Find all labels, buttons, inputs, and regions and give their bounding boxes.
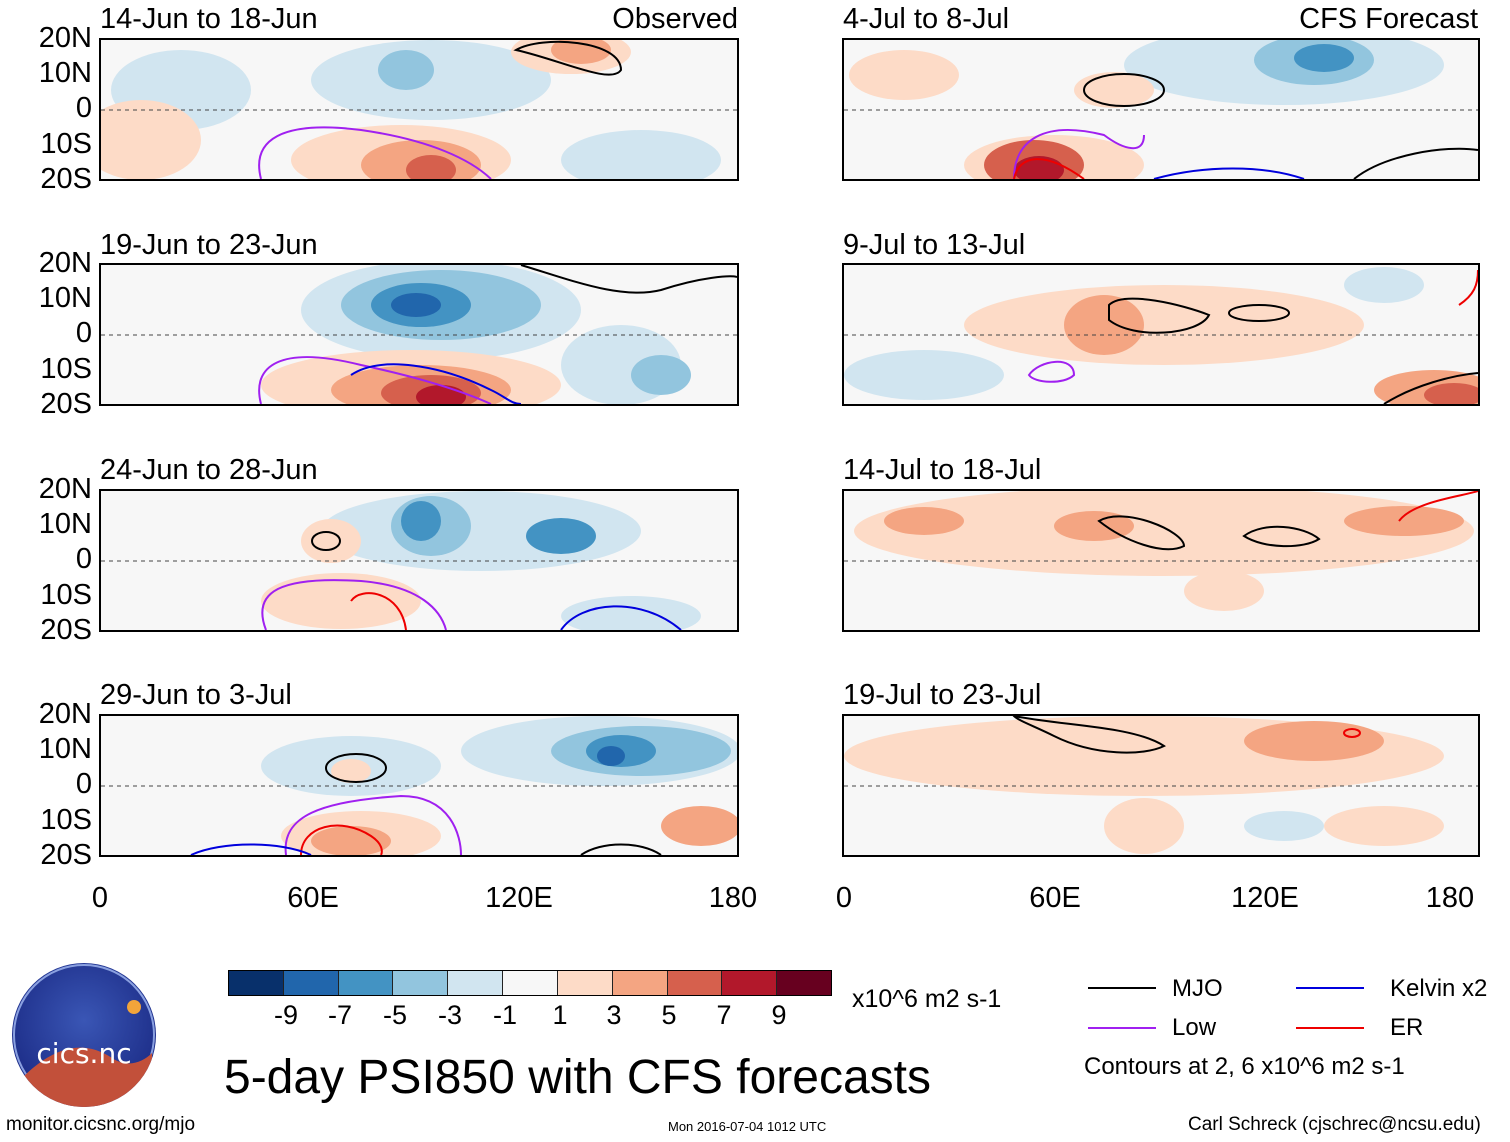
cics-logo: cics.nc [12, 963, 156, 1107]
cfs-forecast-label: CFS Forecast [1299, 3, 1478, 35]
colorbar-cell [612, 971, 668, 995]
lon-label: 60E [1029, 882, 1081, 914]
lat-label: 0 [75, 768, 92, 800]
map-frame [842, 489, 1480, 632]
lat-label: 20S [40, 163, 92, 195]
lon-label: 120E [1231, 882, 1299, 914]
colorbar-tick: 3 [606, 1000, 622, 1030]
lat-label: 20N [38, 698, 92, 730]
colorbar-tick: 5 [661, 1000, 677, 1030]
map-frame [842, 714, 1480, 857]
colorbar-cell [667, 971, 723, 995]
lat-label: 10N [38, 57, 92, 89]
colorbar-tick: -5 [382, 1000, 407, 1030]
lat-label: 10S [40, 353, 92, 385]
lat-label: 10S [40, 128, 92, 160]
colorbar-tick: -7 [327, 1000, 352, 1030]
map-frame [99, 38, 739, 181]
author-credit: Carl Schreck (cjschrec@ncsu.edu) [1188, 1114, 1481, 1135]
colorbar-cell [448, 971, 504, 995]
lat-label: 10N [38, 282, 92, 314]
map-frame [99, 263, 739, 406]
lat-label: 0 [75, 92, 92, 124]
lon-label: 0 [91, 882, 109, 914]
lat-label: 10N [38, 508, 92, 540]
lat-label: 0 [75, 317, 92, 349]
lat-label: 10S [40, 579, 92, 611]
legend-label-kelvin: Kelvin x2 [1390, 975, 1488, 1002]
panel-period: 24-Jun to 28-Jun [100, 454, 318, 486]
map-frame [842, 263, 1480, 406]
colorbar-tick: -3 [437, 1000, 462, 1030]
website-link[interactable]: monitor.cicsnc.org/mjo [6, 1114, 196, 1135]
map-frame [99, 489, 739, 632]
map-frame [842, 38, 1480, 181]
colorbar-units: x10^6 m2 s-1 [852, 985, 1002, 1013]
panel-period: 29-Jun to 3-Jul [100, 679, 292, 711]
colorbar-cell [338, 971, 394, 995]
legend-line-mjo [1088, 987, 1156, 989]
legend-label-mjo: MJO [1172, 975, 1223, 1002]
panel-period: 4-Jul to 8-Jul [843, 3, 1010, 35]
observed-label: Observed [612, 3, 738, 35]
lat-label: 20S [40, 839, 92, 871]
timestamp: Mon 2016-07-04 1012 UTC [668, 1119, 827, 1134]
lon-label: 0 [835, 882, 853, 914]
colorbar-tick: 1 [552, 1000, 568, 1030]
panel-period: 19-Jun to 23-Jun [100, 229, 318, 261]
panel-period: 9-Jul to 13-Jul [843, 229, 1026, 261]
lat-label: 20S [40, 614, 92, 646]
lat-label: 10N [38, 733, 92, 765]
colorbar [228, 970, 832, 996]
panel-period: 19-Jul to 23-Jul [843, 679, 1042, 711]
figure-title: 5-day PSI850 with CFS forecasts [224, 1051, 931, 1104]
lat-label: 20N [38, 473, 92, 505]
colorbar-cell [777, 971, 831, 995]
lon-label: 180 [1425, 882, 1475, 914]
lon-label: 60E [287, 882, 339, 914]
legend-line-kelvin [1296, 987, 1364, 989]
lat-label: 20N [38, 247, 92, 279]
lat-label: 10S [40, 804, 92, 836]
legend-line-er [1296, 1027, 1364, 1029]
colorbar-tick: 9 [771, 1000, 787, 1030]
panel-period: 14-Jun to 18-Jun [100, 3, 318, 35]
lat-label: 0 [75, 543, 92, 575]
lat-label: 20N [38, 22, 92, 54]
lon-label: 120E [485, 882, 553, 914]
colorbar-cell [229, 971, 284, 995]
colorbar-cell [722, 971, 778, 995]
colorbar-cell [393, 971, 449, 995]
colorbar-tick: 7 [716, 1000, 732, 1030]
lon-label: 180 [708, 882, 758, 914]
panel-period: 14-Jul to 18-Jul [843, 454, 1042, 486]
legend-label-low: Low [1172, 1014, 1217, 1041]
map-frame [99, 714, 739, 857]
legend-label-er: ER [1390, 1014, 1424, 1041]
logo-text: cics.nc [36, 1037, 131, 1070]
legend-line-low [1088, 1027, 1156, 1029]
colorbar-tick: -9 [273, 1000, 298, 1030]
lat-label: 20S [40, 388, 92, 420]
colorbar-cell [557, 971, 613, 995]
colorbar-tick: -1 [492, 1000, 517, 1030]
colorbar-cell [283, 971, 339, 995]
colorbar-cell [503, 971, 558, 995]
contour-note: Contours at 2, 6 x10^6 m2 s-1 [1084, 1053, 1405, 1080]
